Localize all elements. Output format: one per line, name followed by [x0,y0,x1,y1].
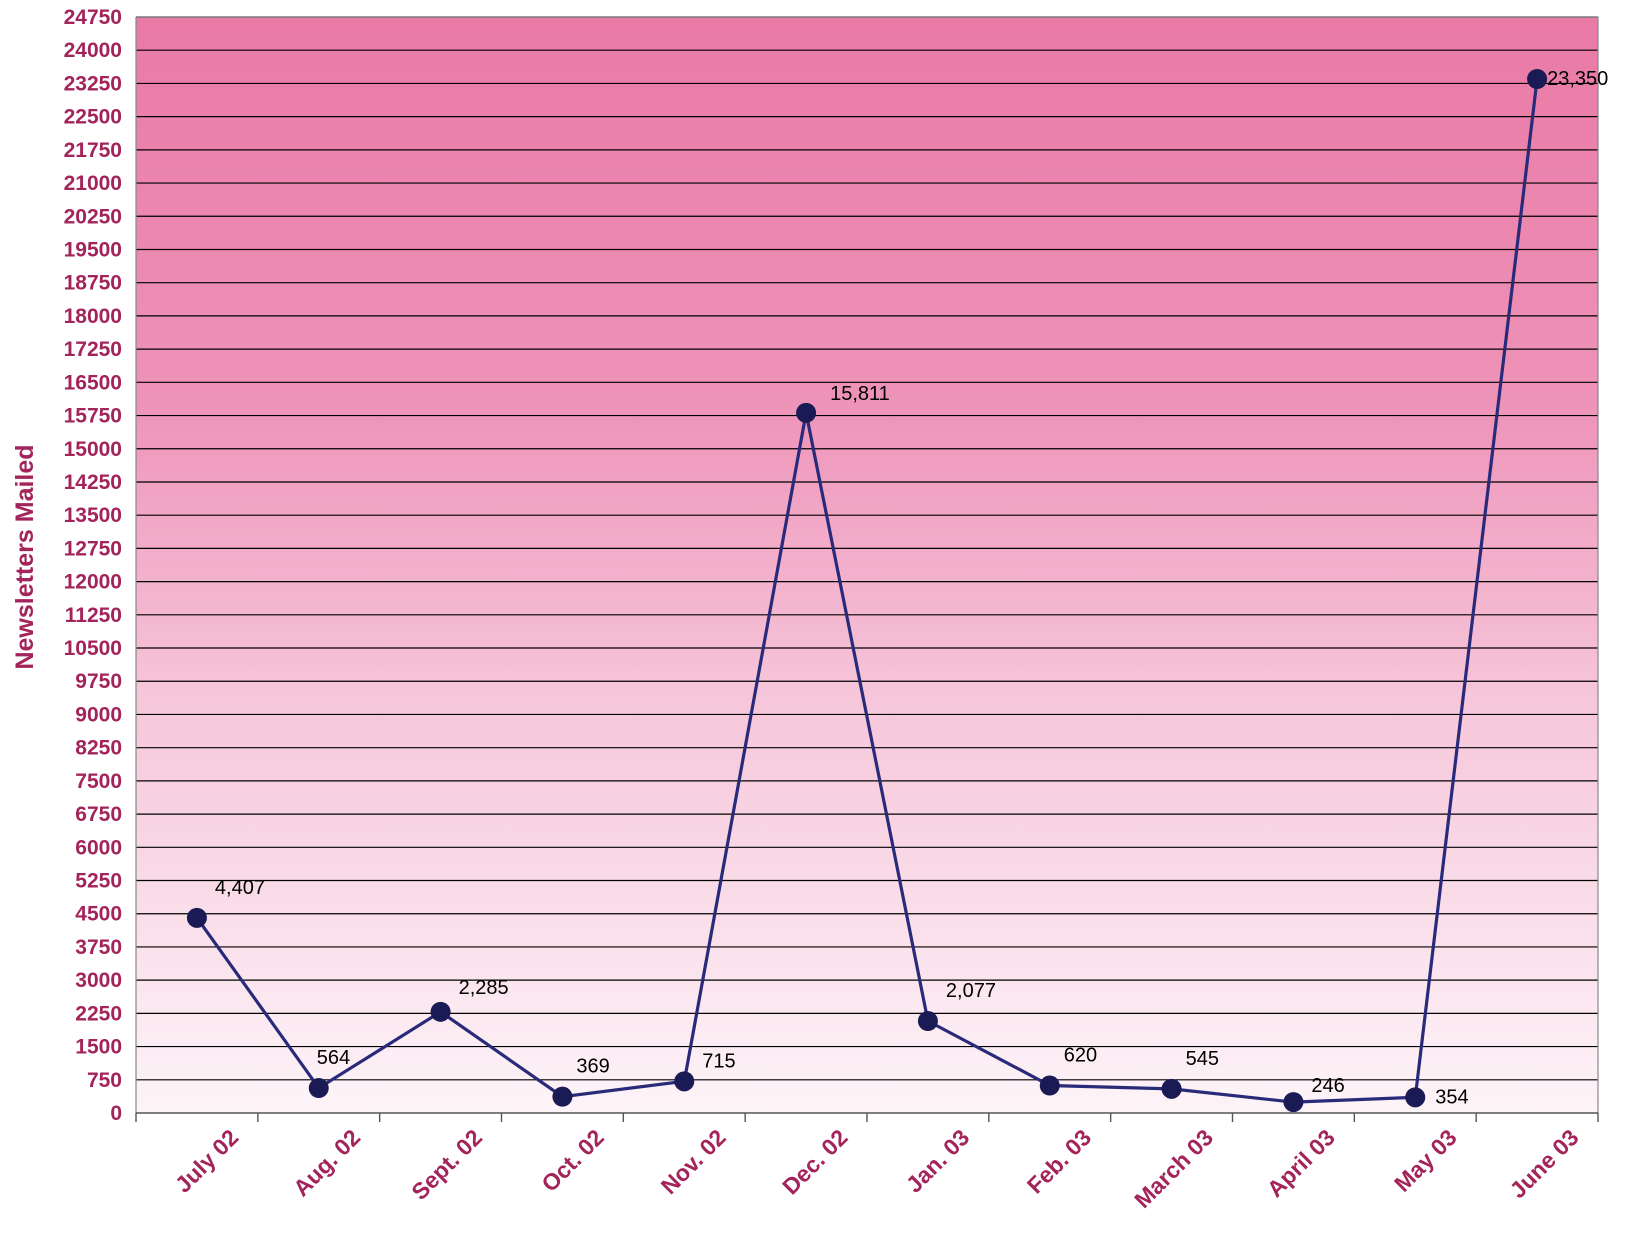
y-axis-title: Newsletters Mailed [11,444,39,669]
gridlines [136,16,1598,1081]
y-tick-label: 6750 [75,803,122,826]
data-point [186,907,207,928]
data-point [796,402,817,423]
data-label: 620 [1064,1045,1097,1067]
data-label: 2,285 [459,977,509,999]
x-tick-label: Nov. 02 [656,1124,731,1199]
y-tick-label: 21000 [64,172,122,195]
x-tick-label: Oct. 02 [536,1124,609,1197]
series [186,68,1548,1113]
y-tick-label: 3750 [75,936,122,959]
y-tick-label: 11250 [65,604,122,627]
y-tick-label: 13500 [64,504,122,527]
y-tick-label: 10500 [64,637,122,660]
data-point [430,1001,451,1022]
x-tick-label: Dec. 02 [777,1124,852,1199]
data-label: 2,077 [946,980,996,1002]
y-tick-label: 15000 [64,438,122,461]
data-point [1039,1075,1060,1096]
data-point [1405,1087,1426,1108]
x-tick-label: Aug. 02 [288,1124,365,1201]
y-tick-label: 9750 [75,670,122,693]
data-point [917,1011,938,1032]
y-tick-label: 7500 [75,770,122,793]
y-tick-label: 6000 [75,836,122,859]
y-tick-label: 19500 [64,238,122,261]
y-tick-label: 22500 [64,106,122,129]
x-tick-label: June 03 [1505,1124,1584,1203]
y-tick-label: 16500 [64,371,122,394]
y-tick-label: 17250 [64,338,122,361]
data-labels: 4,407 564 2,285 369 715 15,811 2,077 620 545 246 3… [215,68,1608,1108]
x-tick-label: Sept. 02 [406,1124,487,1205]
x-axis: July 02 Aug. 02 Sept. 02 Oct. 02 Nov. 02 Dec.… [135,1112,1599,1213]
y-axis: 0 750 1500 2250 3000 3750 4500 5250 6000 6750 7500… [64,6,1599,1125]
y-tick-label: 15750 [64,405,122,428]
y-tick-label: 5250 [75,870,122,893]
x-tick-label: Feb. 03 [1022,1124,1096,1198]
y-tick-label: 2250 [75,1002,122,1025]
y-tick-label: 23250 [64,72,122,95]
y-tick-label: 4500 [75,903,122,926]
data-point [1161,1078,1182,1099]
x-tick-label: Jan. 03 [901,1124,975,1198]
plot-area [136,17,1598,1113]
x-tick-label: May 03 [1389,1124,1462,1197]
data-label: 564 [317,1047,350,1069]
data-point [1283,1092,1304,1113]
data-label: 545 [1186,1048,1219,1070]
y-tick-label: 20250 [64,205,122,228]
data-point [308,1078,329,1099]
y-tick-label: 12000 [64,571,122,594]
y-tick-label: 750 [87,1069,122,1092]
y-tick-label: 0 [110,1102,122,1125]
data-label: 354 [1435,1086,1468,1108]
y-tick-label: 24000 [64,39,122,62]
y-tick-label: 8250 [75,737,122,760]
x-tick-label: July 02 [170,1124,244,1198]
data-point [1527,68,1548,89]
x-tick-label: March 03 [1129,1124,1218,1213]
data-label: 369 [576,1056,609,1078]
data-label: 15,811 [830,383,890,405]
y-tick-label: 1500 [75,1036,122,1059]
y-tick-label: 24750 [64,6,122,29]
y-tick-label: 21750 [64,139,122,162]
data-label: 4,407 [215,877,265,899]
x-tick-label: April 03 [1262,1124,1340,1202]
data-label: 715 [702,1050,735,1072]
data-point [552,1086,573,1107]
y-tick-label: 3000 [75,969,122,992]
y-tick-label: 12750 [64,537,122,560]
y-tick-label: 14250 [64,471,122,494]
series-line [195,78,1539,1104]
data-point [674,1071,695,1092]
y-tick-label: 18750 [64,272,122,295]
data-label: 246 [1311,1075,1344,1097]
data-label: 23,350 [1547,68,1608,90]
y-tick-label: 9000 [75,703,122,726]
y-tick-label: 18000 [64,305,122,328]
